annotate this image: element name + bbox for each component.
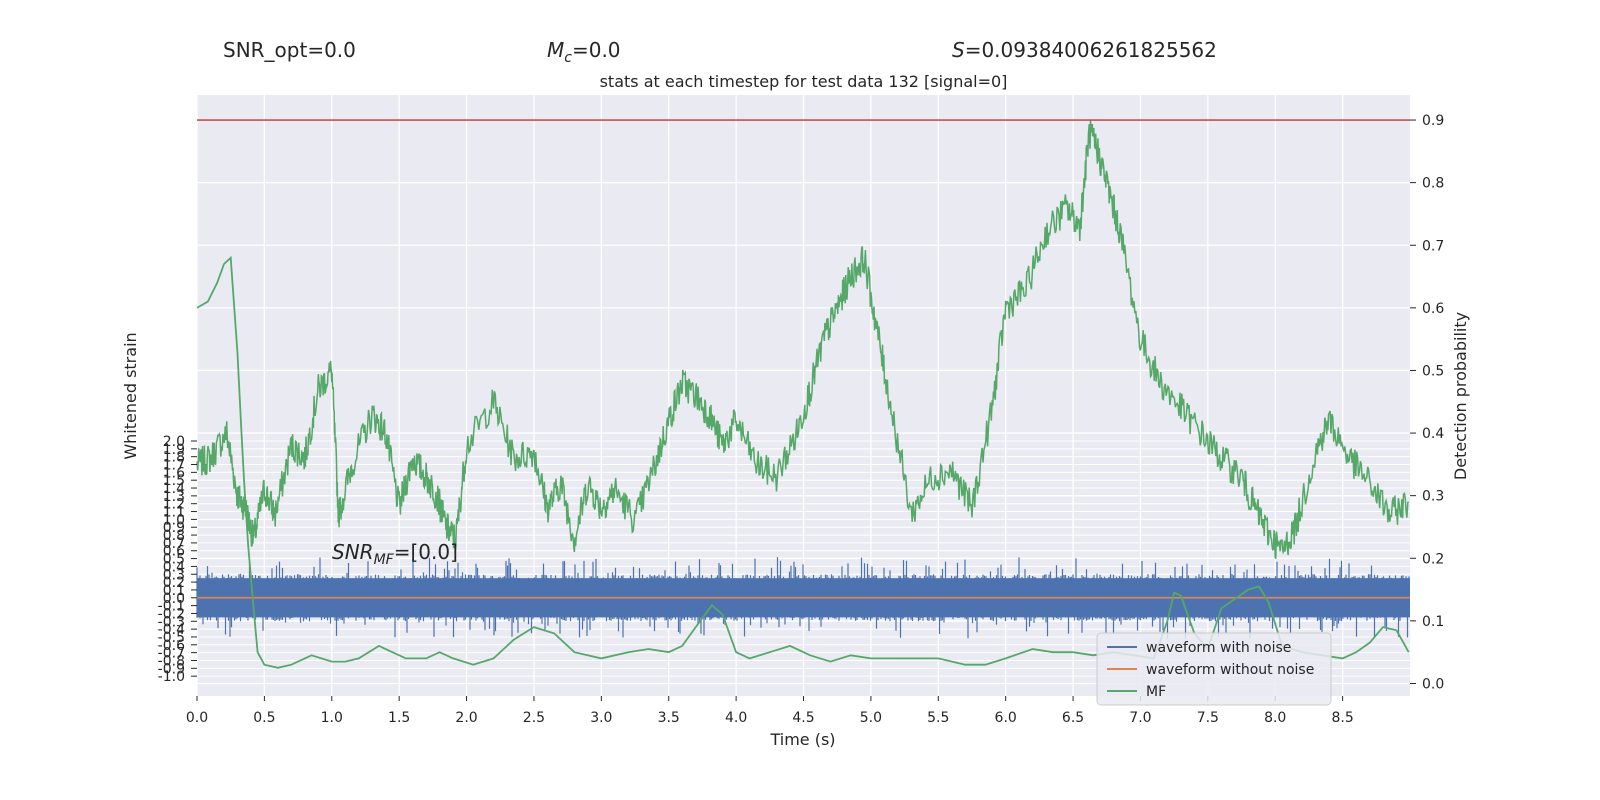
snr-opt-label: SNR_opt=0.0 xyxy=(223,38,356,62)
series-mf xyxy=(196,255,1410,669)
left-tick-label: 0.2 xyxy=(163,575,185,591)
left-tick-label: -1.0 xyxy=(158,669,185,685)
left-tick-label: 1.0 xyxy=(163,512,185,528)
left-tick-label: 1.3 xyxy=(163,489,185,505)
left-tick-label: 0.3 xyxy=(163,567,185,583)
right-tick-label: 0.7 xyxy=(1422,238,1444,254)
left-tick-label: -0.2 xyxy=(158,606,185,622)
left-tick-label: 1.2 xyxy=(163,497,185,513)
snr-mf-annotation: SNRMF=[0.0] xyxy=(332,540,458,568)
left-tick-label: 0.8 xyxy=(163,528,185,544)
x-tick-label: 1.0 xyxy=(321,710,343,726)
x-tick-label: 6.5 xyxy=(1062,710,1084,726)
right-tick-label: 0.9 xyxy=(1422,113,1444,129)
left-tick-label: 1.1 xyxy=(163,505,185,521)
left-tick-label: 0.9 xyxy=(163,520,185,536)
right-y-axis-label: Detection probability xyxy=(1451,312,1470,480)
left-tick-label: 1.7 xyxy=(163,458,185,474)
x-tick-label: 0.0 xyxy=(186,710,208,726)
x-tick-label: 7.0 xyxy=(1129,710,1151,726)
x-axis-label: Time (s) xyxy=(769,730,835,749)
right-tick-label: 0.8 xyxy=(1422,176,1444,192)
x-tick-label: 4.5 xyxy=(792,710,814,726)
x-tick-label: 6.0 xyxy=(995,710,1017,726)
x-tick-label: 8.0 xyxy=(1264,710,1286,726)
statistic-label: S=0.09384006261825562 xyxy=(952,38,1217,62)
left-tick-label: -0.7 xyxy=(158,646,185,662)
left-tick-label: 1.5 xyxy=(163,473,185,489)
x-tick-label: 2.0 xyxy=(455,710,477,726)
left-tick-label: 0.4 xyxy=(163,559,185,575)
left-tick-label: 0.1 xyxy=(163,583,185,599)
right-y-axis: 0.0 0.1 0.2 0.3 0.4 0.5 0.6 0.7 0.8 0.9 xyxy=(1410,113,1444,692)
left-tick-label: 1.9 xyxy=(163,442,185,458)
legend: waveform with noise waveform without noi… xyxy=(1096,632,1332,706)
left-tick-label: 0.7 xyxy=(163,536,185,552)
chart-subtitle: stats at each timestep for test data 132… xyxy=(599,72,1008,91)
x-axis: 0.0 0.5 1.0 1.5 2.0 2.5 3.0 3.5 4.0 4.5 5.0 5.5 6.0 6… xyxy=(186,696,1354,726)
left-tick-label: 2.0 xyxy=(163,434,185,450)
x-tick-label: 5.5 xyxy=(927,710,949,726)
legend-label-clean: waveform without noise xyxy=(1146,662,1314,678)
left-tick-label: 1.4 xyxy=(163,481,185,497)
x-tick-label: 3.0 xyxy=(590,710,612,726)
right-tick-label: 0.6 xyxy=(1422,301,1444,317)
right-tick-label: 0.3 xyxy=(1422,489,1444,505)
x-tick-label: 8.5 xyxy=(1331,710,1353,726)
x-tick-label: 3.5 xyxy=(658,710,680,726)
x-tick-label: 4.0 xyxy=(725,710,747,726)
chirp-mass-label: Mc=0.0 xyxy=(547,38,621,66)
x-tick-label: 5.0 xyxy=(860,710,882,726)
left-tick-label: -0.6 xyxy=(158,638,185,654)
series-mf-detail xyxy=(196,119,1410,559)
left-tick-label: 0.5 xyxy=(163,552,185,568)
right-tick-label: 0.5 xyxy=(1422,363,1444,379)
right-tick-label: 0.0 xyxy=(1422,676,1444,692)
left-tick-label: 0.0 xyxy=(163,591,185,607)
left-y-axis-label: Whitened strain xyxy=(121,332,140,459)
left-tick-label: -0.8 xyxy=(158,653,185,669)
left-tick-label: -0.4 xyxy=(158,622,185,638)
right-tick-label: 0.2 xyxy=(1422,551,1444,567)
left-y-axis: -1.0-0.9-0.8-0.7-0.6-0.5-0.4-0.3-0.2-0.1… xyxy=(158,434,197,685)
x-tick-label: 0.5 xyxy=(253,710,275,726)
x-tick-label: 2.5 xyxy=(523,710,545,726)
legend-label-noise: waveform with noise xyxy=(1146,640,1291,656)
legend-box xyxy=(1096,632,1332,706)
left-tick-label: 1.6 xyxy=(163,465,185,481)
left-tick-label: 1.8 xyxy=(163,450,185,466)
left-tick-label: 0.6 xyxy=(163,544,185,560)
right-tick-label: 0.1 xyxy=(1422,614,1444,630)
right-tick-label: 0.4 xyxy=(1422,426,1444,442)
legend-label-mf: MF xyxy=(1146,684,1166,700)
x-tick-label: 7.5 xyxy=(1197,710,1219,726)
left-tick-label: -0.3 xyxy=(158,614,185,630)
left-tick-label: -0.1 xyxy=(158,599,185,615)
x-tick-label: 1.5 xyxy=(388,710,410,726)
left-tick-label: -0.5 xyxy=(158,630,185,646)
left-tick-label: -0.9 xyxy=(158,661,185,677)
